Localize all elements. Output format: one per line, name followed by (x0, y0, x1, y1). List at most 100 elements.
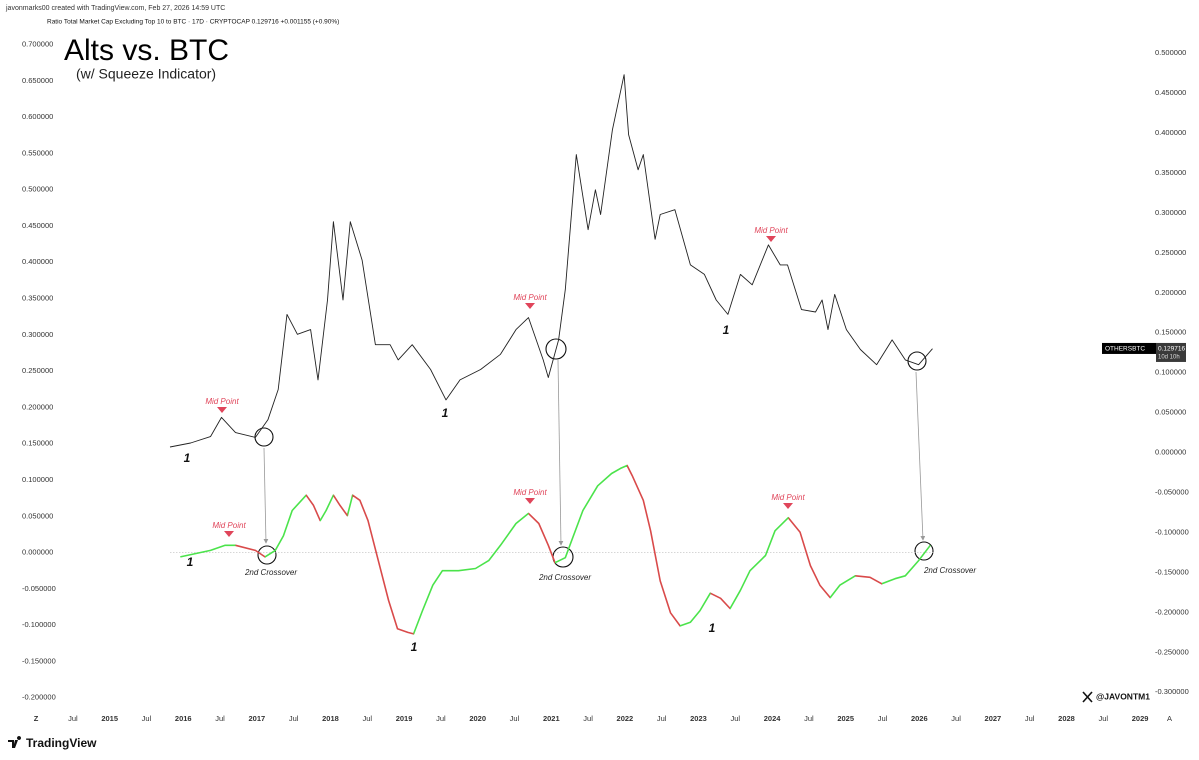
x-tick-label: A (1167, 714, 1172, 723)
chart-subtitle: (w/ Squeeze Indicator) (76, 66, 216, 82)
y2-tick-label: 0.150000 (1155, 328, 1186, 337)
y2-tick-label: 0.400000 (1155, 128, 1186, 137)
tradingview-logo: TradingView (8, 736, 97, 750)
y-tick-label: -0.150000 (22, 656, 56, 665)
x-tick-label: Z (34, 714, 39, 723)
series-line (180, 464, 931, 635)
arrows (263, 359, 926, 546)
mid-point-marker (525, 303, 535, 309)
cycle-low-label: 1 (411, 640, 418, 654)
y2-tick-label: -0.050000 (1155, 487, 1189, 496)
y-tick-label: -0.050000 (22, 584, 56, 593)
x-tick-label: 2025 (837, 714, 854, 723)
price-tag-countdown: 10d 10h (1158, 355, 1180, 361)
header-symbol: Ratio Total Market Cap Excluding Top 10 … (47, 19, 339, 26)
x-logo (1082, 691, 1093, 703)
y2-tick-label: 0.200000 (1155, 288, 1186, 297)
mid-point-marker (224, 531, 234, 537)
x-tick-label: Jul (657, 714, 667, 723)
x-tick-label: Jul (878, 714, 888, 723)
y-tick-label: 0.600000 (22, 112, 53, 121)
y-tick-label: 0.000000 (22, 548, 53, 557)
price-tag-name-bg (1102, 342, 1156, 354)
y2-tick-label: 0.450000 (1155, 88, 1186, 97)
y-tick-label: 0.650000 (22, 76, 53, 85)
series-line (169, 74, 933, 448)
x-tick-label: 2023 (690, 714, 707, 723)
x-tick-label: 2027 (985, 714, 1002, 723)
mid-point-label: Mid Point (513, 293, 547, 302)
y2-tick-label: 0.000000 (1155, 448, 1186, 457)
mid-point-marker (217, 407, 227, 413)
price-tag-value-bg (1156, 342, 1186, 362)
y-tick-label: 0.150000 (22, 439, 53, 448)
x-tick-label: 2019 (396, 714, 413, 723)
y-tick-label: 0.700000 (22, 40, 53, 49)
mid-point-marker (766, 236, 776, 242)
y2-tick-label: 0.050000 (1155, 408, 1186, 417)
cycle-low-label: 1 (723, 323, 730, 337)
y-tick-label: -0.100000 (22, 620, 56, 629)
y2-tick-label: -0.250000 (1155, 647, 1189, 656)
y2-tick-label: 0.250000 (1155, 248, 1186, 257)
y2-tick-label: -0.100000 (1155, 527, 1189, 536)
crossover-label: 2nd Crossover (244, 568, 297, 577)
watermark: @JAVONTM1 (1096, 691, 1150, 701)
y-tick-label: 0.350000 (22, 294, 53, 303)
x-tick-label: 2024 (764, 714, 782, 723)
x-tick-label: Jul (1025, 714, 1035, 723)
x-tick-label: Jul (362, 714, 372, 723)
x-tick-label: 2020 (469, 714, 486, 723)
y-tick-label: 0.450000 (22, 221, 53, 230)
x-tick-label: 2022 (617, 714, 634, 723)
price-tag-value: 0.129716 (1158, 346, 1185, 353)
x-tick-label: Jul (289, 714, 299, 723)
brand: TradingView (26, 736, 97, 750)
x-tick-label: Jul (510, 714, 520, 723)
y-tick-label: 0.050000 (22, 511, 53, 520)
mid-point-label: Mid Point (212, 521, 246, 530)
chart-title: Alts vs. BTC (64, 34, 229, 67)
cycle-low-label: 1 (442, 406, 449, 420)
x-tick-label: 2015 (101, 714, 118, 723)
y2-tick-label: -0.150000 (1155, 567, 1189, 576)
mid-point-label: Mid Point (205, 397, 239, 406)
x-tick-label: 2021 (543, 714, 560, 723)
crossover-label: 2nd Crossover (538, 573, 591, 582)
mid-point-marker (525, 498, 535, 504)
mid-point-marker (783, 503, 793, 509)
y-tick-label: 0.550000 (22, 148, 53, 157)
circles (254, 338, 934, 568)
y-tick-label: -0.200000 (22, 693, 56, 702)
x-tick-label: Jul (804, 714, 814, 723)
cycle-low-label: 1 (187, 555, 194, 569)
y-tick-label: 0.200000 (22, 402, 53, 411)
x-tick-label: 2018 (322, 714, 339, 723)
price-tag-name: OTHERSBTC (1105, 346, 1145, 353)
y2-tick-label: 0.100000 (1155, 368, 1186, 377)
y2-tick-label: -0.200000 (1155, 607, 1189, 616)
x-tick-label: Jul (951, 714, 961, 723)
y-tick-label: 0.300000 (22, 330, 53, 339)
crossover-label: 2nd Crossover (923, 566, 976, 575)
y-tick-label: 0.100000 (22, 475, 53, 484)
y2-tick-label: 0.300000 (1155, 208, 1186, 217)
x-tick-label: Jul (142, 714, 152, 723)
x-tick-label: 2026 (911, 714, 928, 723)
y-tick-label: 0.500000 (22, 185, 53, 194)
y-tick-label: 0.400000 (22, 257, 53, 266)
mid-point-label: Mid Point (754, 226, 788, 235)
cycle-low-label: 1 (184, 451, 191, 465)
x-tick-label: Jul (583, 714, 593, 723)
header-author: javonmarks00 created with TradingView.co… (5, 5, 225, 12)
x-tick-label: Jul (215, 714, 225, 723)
x-tick-label: Jul (436, 714, 446, 723)
y2-tick-label: 0.500000 (1155, 48, 1186, 57)
x-tick-label: 2017 (249, 714, 266, 723)
cycle-low-label: 1 (709, 621, 716, 635)
y2-tick-label: 0.350000 (1155, 168, 1186, 177)
x-tick-label: 2029 (1132, 714, 1149, 723)
y2-tick-label: -0.300000 (1155, 687, 1189, 696)
x-tick-label: Jul (68, 714, 78, 723)
